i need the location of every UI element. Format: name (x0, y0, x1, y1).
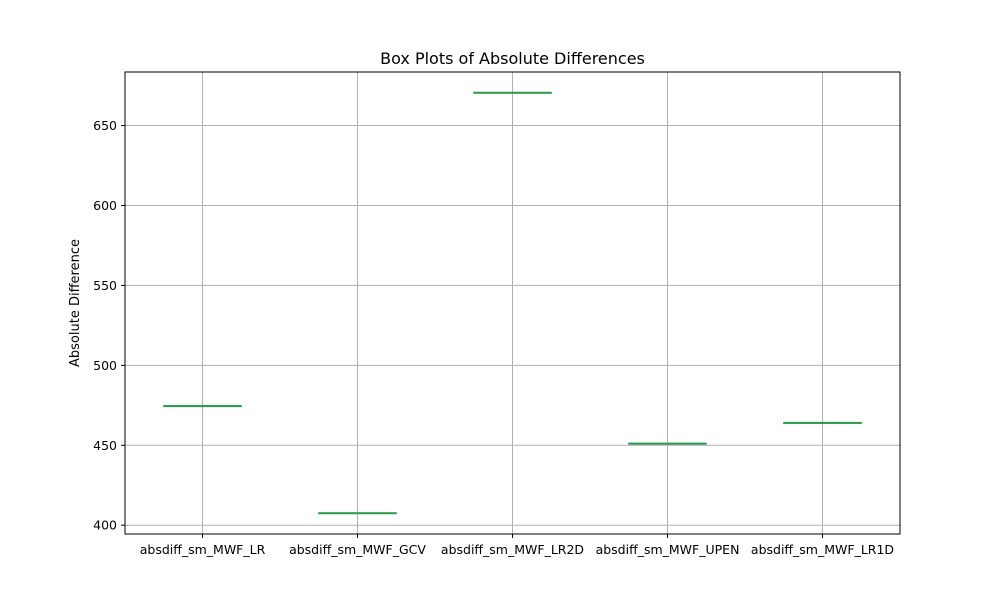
y-tick-label: 650 (93, 118, 117, 133)
y-tick-label: 500 (93, 358, 117, 373)
box-elements (163, 91, 862, 515)
x-tick-label-absdiff_sm_MWF_LR: absdiff_sm_MWF_LR (140, 542, 266, 557)
x-tick-label-absdiff_sm_MWF_UPEN: absdiff_sm_MWF_UPEN (596, 542, 740, 557)
chart-title: Box Plots of Absolute Differences (380, 49, 645, 68)
x-tick-label-absdiff_sm_MWF_GCV: absdiff_sm_MWF_GCV (289, 542, 426, 557)
x-tick-label-absdiff_sm_MWF_LR2D: absdiff_sm_MWF_LR2D (441, 542, 584, 557)
y-axis-title: Absolute Difference (68, 239, 83, 367)
y-tick-label: 450 (93, 438, 117, 453)
y-tick-label: 600 (93, 198, 117, 213)
y-tick-label: 400 (93, 518, 117, 533)
y-axis-ticks: 400 450 500 550 600 650 (93, 118, 125, 533)
x-tick-label-absdiff_sm_MWF_LR1D: absdiff_sm_MWF_LR1D (751, 542, 894, 557)
grid-lines (125, 72, 900, 534)
y-tick-label: 550 (93, 278, 117, 293)
x-axis-ticks: absdiff_sm_MWF_LR absdiff_sm_MWF_GCV absdi… (140, 534, 894, 557)
